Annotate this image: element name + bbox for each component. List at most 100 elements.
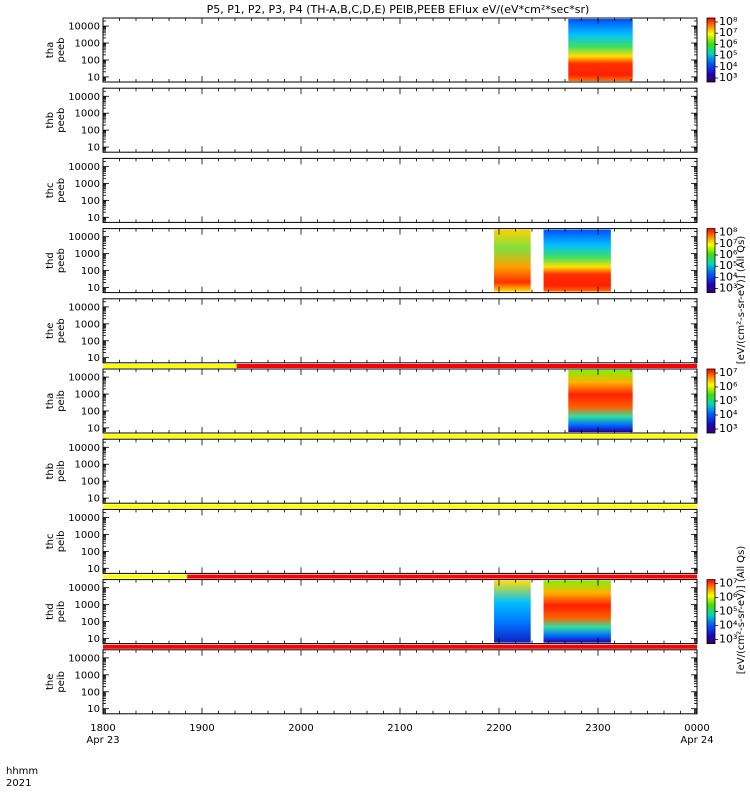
panel-ylabel: thepeib [45, 671, 67, 693]
panel-ylabel-instrument: peeb [56, 108, 67, 133]
y-tick-label: 1000 [75, 600, 100, 611]
y-tick-label: 10 [87, 634, 100, 645]
y-tick-label: 10000 [68, 162, 100, 173]
colorbar-tick-label: 10⁷ [719, 577, 737, 590]
x-axis-label-year: 2021 [6, 778, 31, 789]
colorbar [706, 17, 716, 83]
y-tick-label: 10000 [68, 232, 100, 243]
panel-ylabel-probe: thc [45, 534, 56, 550]
x-tick-label: 1800 [90, 723, 115, 734]
spectrogram-block [494, 580, 531, 643]
panel-frame [102, 157, 698, 223]
mode-bar [103, 504, 697, 509]
colorbar-tick-label: 10⁵ [719, 394, 737, 407]
y-tick-label: 100 [81, 126, 100, 137]
panels-group: 10100100010000thapeeb10³10⁴10⁵10⁶10⁷10⁸1… [45, 15, 738, 715]
panel-ylabel-probe: the [45, 323, 56, 339]
colorbar-tick-label: 10⁶ [719, 248, 738, 261]
colorbar-tick-label: 10⁴ [719, 408, 738, 421]
panel-ylabel-instrument: peeb [56, 178, 67, 203]
panel-frame [102, 87, 698, 153]
panel-ylabel-instrument: peib [56, 671, 67, 693]
y-tick-label: 1000 [75, 390, 100, 401]
y-tick-label: 10000 [68, 443, 100, 454]
y-tick-label: 10 [87, 704, 100, 715]
colorbar-tick-label: 10⁵ [719, 259, 737, 272]
panel-ylabel-instrument: peib [56, 531, 67, 553]
colorbar-tick-label: 10⁸ [719, 15, 738, 28]
x-axis-label-hhmm: hhmm [6, 766, 38, 777]
panel-ylabel-probe: tha [45, 42, 56, 58]
y-tick-label: 10 [87, 213, 100, 224]
panel-ylabel: thbpeeb [45, 108, 67, 133]
panel-ylabel-probe: thb [45, 463, 56, 480]
y-tick-label: 1000 [75, 39, 100, 50]
colorbar-tick-label: 10⁵ [719, 49, 737, 62]
y-tick-label: 1000 [75, 530, 100, 541]
x-date-label: Apr 23 [86, 735, 119, 746]
x-tick-label: 2000 [288, 723, 313, 734]
x-tick-label: 0000 [684, 723, 709, 734]
panel-ylabel: thdpeeb [45, 248, 67, 273]
y-tick-label: 10 [87, 353, 100, 364]
colorbar-tick-label: 10⁵ [719, 605, 737, 618]
colorbar-tick-label: 10⁴ [719, 619, 738, 632]
colorbar-tick-label: 10⁴ [719, 270, 738, 283]
colorbar-tick-label: 10⁶ [719, 591, 738, 604]
y-tick-label: 10 [87, 423, 100, 434]
colorbar-label-ions: [eV/(cm²-s-sr-eV)] (All Qs) [736, 546, 747, 675]
colorbar-tick-label: 10³ [719, 282, 737, 295]
panel-ylabel: thcpeeb [45, 178, 67, 203]
panel-ylabel: thbpeib [45, 460, 67, 482]
colorbar [706, 579, 716, 644]
y-tick-label: 10 [87, 564, 100, 575]
colorbar [706, 368, 716, 434]
y-tick-label: 100 [81, 477, 100, 488]
x-tick-label: 2300 [585, 723, 610, 734]
colorbar-tick-label: 10³ [719, 71, 737, 84]
x-date-label: Apr 24 [680, 735, 713, 746]
panel-ylabel-probe: tha [45, 393, 56, 409]
colorbar-tick-label: 10⁷ [719, 237, 737, 250]
y-tick-label: 10000 [68, 22, 100, 33]
panel-ylabel-probe: the [45, 674, 56, 690]
panel-ylabel-probe: thb [45, 112, 56, 129]
spectrogram-block [568, 19, 633, 81]
panel-ylabel: thapeib [45, 390, 67, 412]
y-tick-label: 10 [87, 143, 100, 154]
panel-ylabel-instrument: peeb [56, 248, 67, 273]
x-tick-label: 2200 [486, 723, 511, 734]
panel-ylabel-probe: thd [45, 603, 56, 620]
y-tick-label: 10000 [68, 653, 100, 664]
mode-bar [103, 644, 697, 649]
y-tick-label: 100 [81, 196, 100, 207]
y-tick-label: 1000 [75, 179, 100, 190]
mode-bar [236, 364, 697, 368]
panel-frame [102, 508, 698, 574]
spectrogram-block [494, 229, 531, 292]
y-tick-label: 100 [81, 266, 100, 277]
panel-ylabel-instrument: peeb [56, 38, 67, 63]
y-tick-label: 1000 [75, 249, 100, 260]
colorbar-tick-label: 10⁷ [719, 366, 737, 379]
y-tick-label: 100 [81, 406, 100, 417]
y-tick-label: 1000 [75, 460, 100, 471]
y-tick-label: 100 [81, 547, 100, 558]
colorbar-tick-label: 10⁸ [719, 226, 738, 239]
x-tick-label: 2100 [387, 723, 412, 734]
panel-ylabel-probe: thd [45, 252, 56, 269]
y-tick-label: 10000 [68, 513, 100, 524]
colorbar-tick-label: 10³ [719, 633, 737, 646]
y-tick-label: 100 [81, 687, 100, 698]
colorbar [706, 228, 716, 294]
y-tick-label: 10000 [68, 92, 100, 103]
panel-ylabel: thcpeib [45, 531, 67, 553]
